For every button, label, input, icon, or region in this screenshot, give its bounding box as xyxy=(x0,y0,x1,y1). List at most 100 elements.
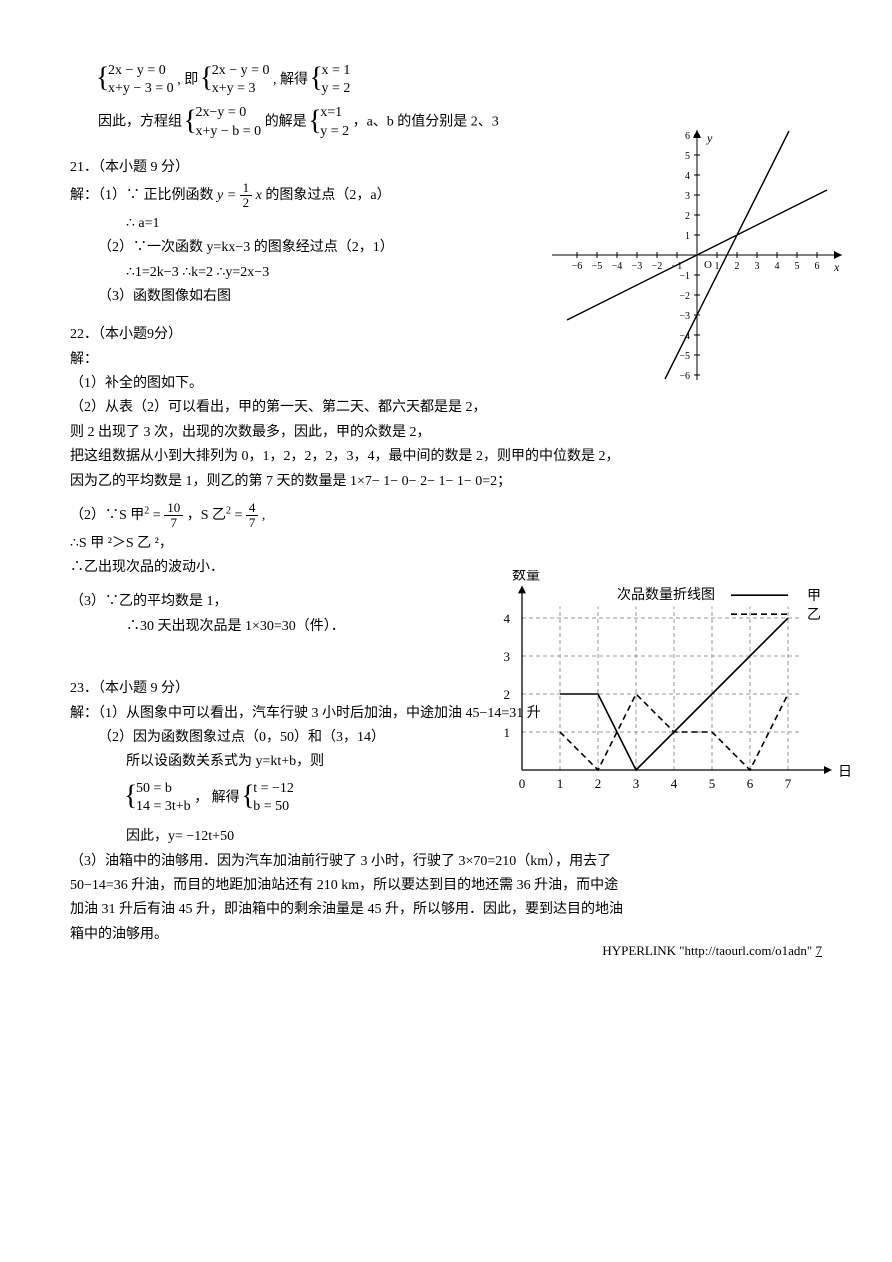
text: ， 解得 xyxy=(194,790,240,805)
eq: x+y − 3 = 0 xyxy=(108,80,174,98)
svg-text:−2: −2 xyxy=(679,291,690,302)
text: = xyxy=(153,508,164,523)
svg-text:甲: 甲 xyxy=(807,589,821,604)
text: = xyxy=(235,508,246,523)
svg-text:6: 6 xyxy=(747,776,754,791)
svg-text:O: O xyxy=(704,259,712,271)
svg-text:−3: −3 xyxy=(632,261,643,272)
eq: t = −12 xyxy=(253,780,294,798)
eq: x=1 xyxy=(320,104,349,122)
text: 解：（1）∵ 正比例函数 xyxy=(70,188,217,203)
q23-line-5: 因此，y= −12t+50 xyxy=(70,826,822,848)
svg-text:−2: −2 xyxy=(652,261,663,272)
svg-text:5: 5 xyxy=(709,776,716,791)
eq: 2x−y = 0 xyxy=(196,104,262,122)
eq: 2x − y = 0 xyxy=(212,62,270,80)
svg-text:−5: −5 xyxy=(592,261,603,272)
eq: 50 = b xyxy=(136,780,191,798)
svg-text:6: 6 xyxy=(815,261,820,272)
svg-text:5: 5 xyxy=(795,261,800,272)
svg-text:3: 3 xyxy=(504,649,511,664)
eq: y = 2 xyxy=(321,80,350,98)
eq: x+y = 3 xyxy=(212,80,270,98)
system-2: 2x − y = 0 x+y = 3 xyxy=(202,62,270,98)
svg-text:2: 2 xyxy=(735,261,740,272)
svg-text:−6: −6 xyxy=(679,371,690,380)
fraction: 1 2 xyxy=(240,181,253,211)
system-3: x = 1 y = 2 xyxy=(311,62,350,98)
text: 的解是 xyxy=(265,115,307,130)
svg-text:3: 3 xyxy=(685,191,690,202)
svg-text:−5: −5 xyxy=(679,351,690,362)
system-4: 2x−y = 0 x+y − b = 0 xyxy=(186,104,262,140)
sup: 2 xyxy=(144,505,149,516)
text: 因此，方程组 xyxy=(98,115,182,130)
q22-line-6: （2）∵S 甲2 = 10 7 ，S 乙2 = 4 7 , xyxy=(70,501,822,531)
fraction: 4 7 xyxy=(246,501,259,531)
svg-text:3: 3 xyxy=(755,261,760,272)
svg-text:−6: −6 xyxy=(572,261,583,272)
svg-text:4: 4 xyxy=(685,171,690,182)
eq-left: y = xyxy=(217,188,240,203)
eq: x = 1 xyxy=(321,62,350,80)
text: , xyxy=(262,508,266,523)
q23-line-8: 加油 31 升后有油 45 升，即油箱中的剩余油量是 45 升，所以够用．因此，… xyxy=(70,899,822,921)
q22-line-7: ∴S 甲 ²＞S 乙 ²， xyxy=(70,533,822,555)
svg-text:x: x xyxy=(833,260,840,274)
q22-line-3: 则 2 出现了 3 次，出现的次数最多，因此，甲的众数是 2， xyxy=(70,422,822,444)
eq: 2x − y = 0 xyxy=(108,62,174,80)
sup: 2 xyxy=(226,505,231,516)
svg-text:4: 4 xyxy=(504,611,511,626)
text: 的图象过点（2，a） xyxy=(265,188,390,203)
svg-text:4: 4 xyxy=(775,261,780,272)
svg-text:2: 2 xyxy=(685,211,690,222)
numerator: 10 xyxy=(164,501,183,516)
svg-text:2: 2 xyxy=(504,687,511,702)
q22-line-5: 因为乙的平均数是 1，则乙的第 7 天的数量是 1×7− 1− 0− 2− 1−… xyxy=(70,471,822,493)
eq: b = 50 xyxy=(253,798,294,816)
eq: y = 2 xyxy=(320,123,349,141)
svg-text:乙: 乙 xyxy=(807,607,821,623)
svg-text:1: 1 xyxy=(685,231,690,242)
q22-line-4: 把这组数据从小到大排列为 0，1，2，2，2，3，4，最中间的数是 2，则甲的中… xyxy=(70,446,822,468)
svg-text:7: 7 xyxy=(785,776,792,791)
denominator: 7 xyxy=(246,516,259,530)
coordinate-graph: −6−5−4−3−2−1123456−6−5−4−3−2−1123456Oxy xyxy=(552,130,842,380)
svg-text:−1: −1 xyxy=(679,271,690,282)
denominator: 7 xyxy=(164,516,183,530)
text: ，S 乙 xyxy=(187,508,226,523)
svg-text:6: 6 xyxy=(685,131,690,142)
denominator: 2 xyxy=(240,196,253,210)
svg-text:y: y xyxy=(706,131,713,145)
svg-text:4: 4 xyxy=(671,776,678,791)
numerator: 1 xyxy=(240,181,253,196)
svg-text:−3: −3 xyxy=(679,311,690,322)
q23-line-6: （3）油箱中的油够用．因为汽车加油前行驶了 3 小时，行驶了 3×70=210（… xyxy=(70,851,822,873)
q23-line-7: 50−14=36 升油，而目的地距加油站还有 210 km，所以要达到目的地还需… xyxy=(70,875,822,897)
defect-line-chart: 0 1 2 3 4 5 6 7 1 2 3 4 数量日期 次品数量折线图 甲乙 xyxy=(472,570,852,820)
numerator: 4 xyxy=(246,501,259,516)
hyperlink-text: HYPERLINK "http://taourl.com/o1adn" xyxy=(602,943,815,958)
eq: 14 = 3t+b xyxy=(136,798,191,816)
svg-text:−4: −4 xyxy=(612,261,623,272)
page-number: 7 xyxy=(816,943,823,958)
system-1: 2x − y = 0 x+y − 3 = 0 xyxy=(98,62,174,98)
text: （2）∵S 甲 xyxy=(70,508,144,523)
svg-text:数量: 数量 xyxy=(512,570,540,583)
system-5: x=1 y = 2 xyxy=(310,104,349,140)
fraction: 10 7 xyxy=(164,501,183,531)
text: , 解得 xyxy=(273,72,308,87)
system-7: t = −12 b = 50 xyxy=(243,780,294,816)
system-6: 50 = b 14 = 3t+b xyxy=(126,780,191,816)
svg-text:2: 2 xyxy=(595,776,602,791)
top-eq-line-1: 2x − y = 0 x+y − 3 = 0 , 即 2x − y = 0 x+… xyxy=(70,62,822,98)
svg-text:日期: 日期 xyxy=(838,764,852,780)
eq-right: x xyxy=(256,188,262,203)
svg-text:5: 5 xyxy=(685,151,690,162)
svg-text:1: 1 xyxy=(557,776,564,791)
svg-text:次品数量折线图: 次品数量折线图 xyxy=(617,587,715,603)
svg-text:1: 1 xyxy=(504,725,511,740)
eq: x+y − b = 0 xyxy=(196,123,262,141)
svg-text:0: 0 xyxy=(519,776,526,791)
svg-text:3: 3 xyxy=(633,776,640,791)
